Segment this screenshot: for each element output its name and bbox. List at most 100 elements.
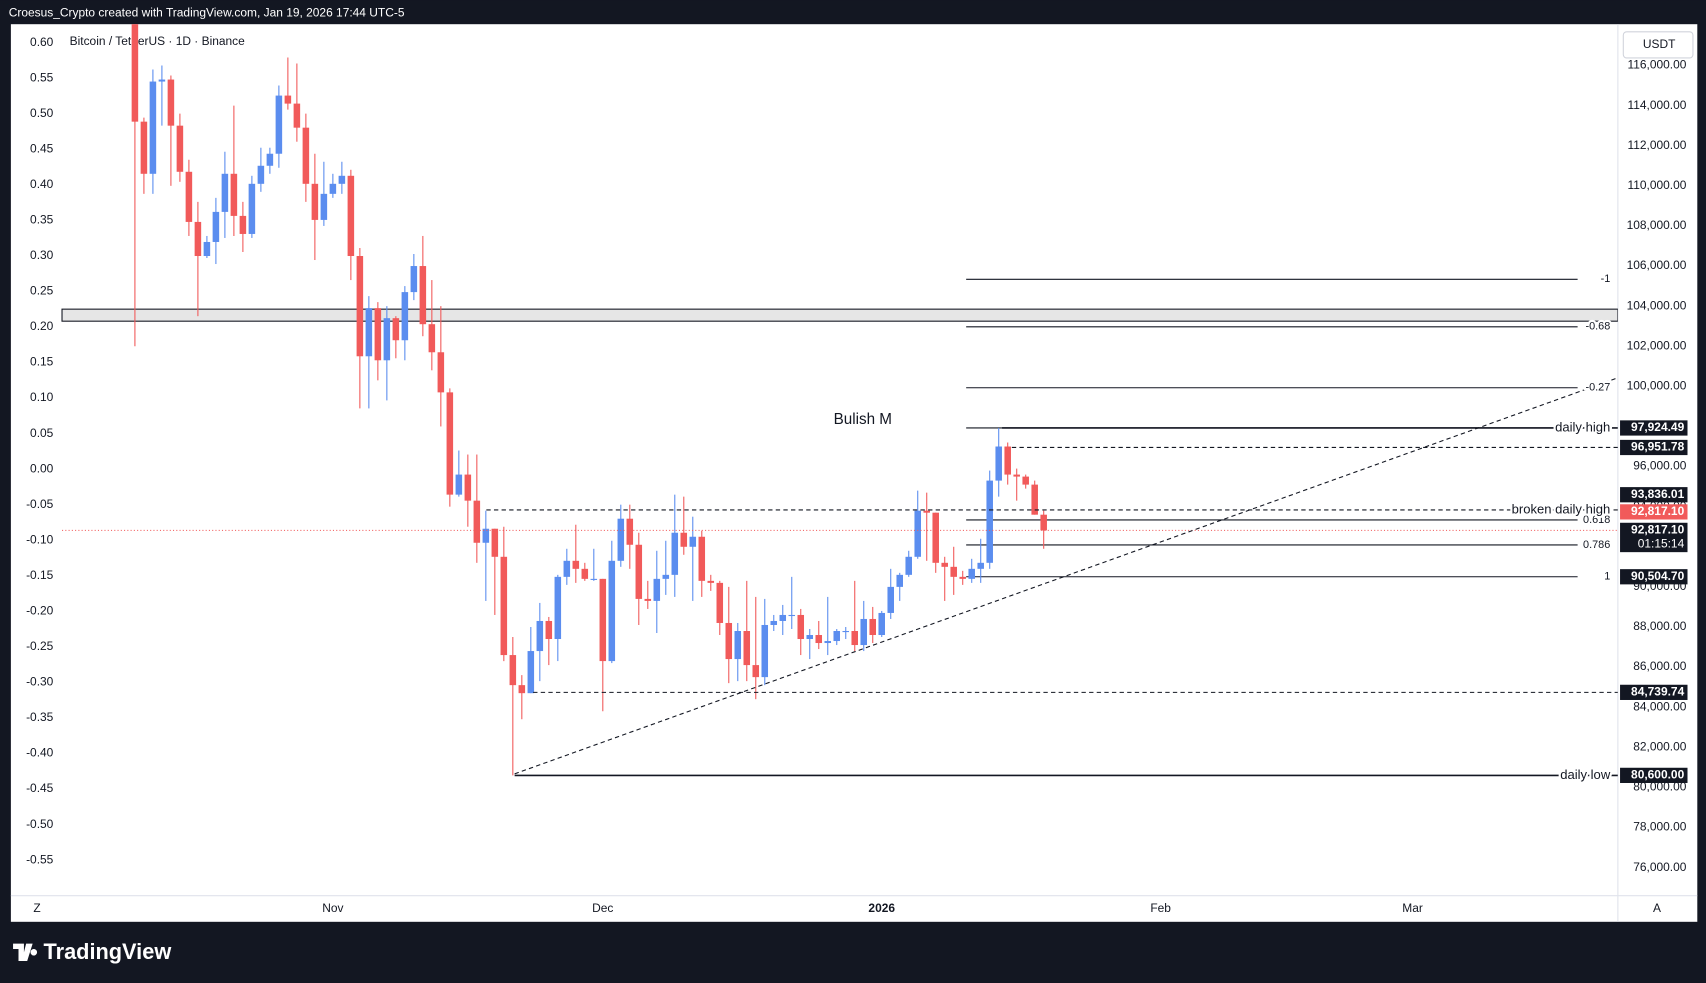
candle-body xyxy=(932,512,939,563)
candle-body xyxy=(626,518,634,545)
candle-body xyxy=(338,175,346,184)
candle-body xyxy=(563,560,571,577)
candle-body xyxy=(743,630,751,666)
y2-tick-label: -0.05 xyxy=(26,497,54,511)
currency[interactable]: USDT xyxy=(1643,37,1676,51)
candle-body xyxy=(860,618,868,646)
candle-body xyxy=(230,173,238,216)
candle-body xyxy=(950,566,957,577)
symbol-title: Bitcoin / TetherUS · 1D · Binance xyxy=(70,34,246,48)
trendline xyxy=(514,377,1618,775)
candle-body xyxy=(401,292,409,341)
candle-body xyxy=(257,165,265,184)
candle-body xyxy=(320,193,328,220)
last-price-tag xyxy=(1620,504,1688,520)
candle-body xyxy=(797,614,805,640)
candle-body xyxy=(977,562,984,569)
candle-body xyxy=(239,215,247,234)
candle-body xyxy=(662,574,670,579)
candle-body xyxy=(689,536,697,547)
y2-tick-label: 0.00 xyxy=(30,461,54,475)
y-tick-label: 114,000.00 xyxy=(1627,98,1686,112)
candle-body xyxy=(176,125,184,172)
candle-body xyxy=(356,256,364,357)
candle-body xyxy=(617,518,625,561)
countdown-box xyxy=(1620,522,1688,553)
price-tag xyxy=(1620,569,1688,585)
candle-body xyxy=(608,560,616,662)
countdown-price: 92,817.10 xyxy=(1631,523,1685,537)
candle-body xyxy=(896,574,903,587)
candle-body xyxy=(833,630,841,642)
candle-body xyxy=(725,622,733,660)
candle-body xyxy=(878,612,885,636)
plot-area xyxy=(61,24,1618,777)
y-tick-label: 102,000.00 xyxy=(1627,338,1687,352)
last-price-tag-text: 92,817.10 xyxy=(1631,504,1685,518)
price-tag-text: 80,600.00 xyxy=(1631,768,1685,782)
candle-body xyxy=(761,624,769,678)
y2-tick-label: -0.15 xyxy=(26,568,54,582)
candle-body xyxy=(149,81,157,174)
fib-label: 0.786 xyxy=(1583,539,1610,551)
candle-body xyxy=(923,510,930,513)
chart-background xyxy=(10,24,1698,922)
y-tick-label: 84,000.00 xyxy=(1633,699,1687,713)
y2-tick-label: -0.25 xyxy=(26,639,54,653)
y2-tick-label: -0.50 xyxy=(26,817,54,831)
candle-body xyxy=(527,651,535,694)
price-tag-text: 84,739.74 xyxy=(1631,685,1685,699)
candle-body xyxy=(635,544,643,599)
y2-tick-label: 0.45 xyxy=(30,141,54,155)
y-tick-label: 116,000.00 xyxy=(1627,58,1686,72)
auto-scale-button[interactable]: A xyxy=(1653,901,1661,915)
y-tick-label: 82,000.00 xyxy=(1633,739,1687,753)
fib-label: 1 xyxy=(1604,571,1610,583)
y2-tick-label: 0.30 xyxy=(30,248,54,262)
candle-body xyxy=(716,582,724,623)
y-tick-label: 112,000.00 xyxy=(1627,138,1686,152)
y2-tick-label: -0.10 xyxy=(26,532,54,546)
y2-tick-label: -0.40 xyxy=(26,746,54,760)
y2-tick-label: 0.55 xyxy=(30,70,54,84)
y-tick-label: 96,000.00 xyxy=(1633,459,1687,473)
candle-body xyxy=(644,598,652,601)
price-tag xyxy=(1620,420,1688,436)
candle-body xyxy=(698,536,706,581)
countdown: 01:15:14 xyxy=(1638,537,1685,551)
y2-tick-label: 0.25 xyxy=(30,284,54,298)
header: Croesus_Crypto created with TradingView.… xyxy=(9,5,405,19)
y2-tick-label: -0.20 xyxy=(26,604,54,618)
y-tick-label: 100,000.00 xyxy=(1627,379,1687,393)
price-tag-text: 93,836.01 xyxy=(1631,487,1685,501)
candle-body xyxy=(365,308,373,357)
y2-tick-label: 0.60 xyxy=(30,35,54,49)
footer-brand: TradingView xyxy=(44,939,172,964)
y2-tick-label: -0.35 xyxy=(26,710,54,724)
y-tick-label: 78,000.00 xyxy=(1633,820,1687,834)
candle-body xyxy=(941,562,948,567)
x-tick-label: Dec xyxy=(592,901,613,915)
candle-body xyxy=(995,446,1002,481)
price-tag xyxy=(1620,767,1688,783)
candle-body xyxy=(842,630,850,633)
candle-body xyxy=(968,568,975,579)
level-label: broken daily high xyxy=(1512,501,1611,516)
candle-body xyxy=(221,173,229,212)
zoom-button[interactable]: Z xyxy=(33,901,40,915)
candle-body xyxy=(1022,476,1029,485)
candle-body xyxy=(545,620,553,640)
candle-body xyxy=(203,241,211,257)
candle-body xyxy=(158,79,166,82)
candle-body xyxy=(788,614,796,617)
candle-body xyxy=(572,560,580,569)
price-tag xyxy=(1620,487,1688,503)
y2-tick-label: 0.35 xyxy=(30,213,54,227)
candle-body xyxy=(419,266,427,325)
candle-body xyxy=(707,580,715,583)
y-tick-label: 80,000.00 xyxy=(1633,780,1687,794)
candle-body xyxy=(437,352,445,393)
candle-body xyxy=(1013,474,1020,477)
currency-box[interactable] xyxy=(1622,31,1694,59)
